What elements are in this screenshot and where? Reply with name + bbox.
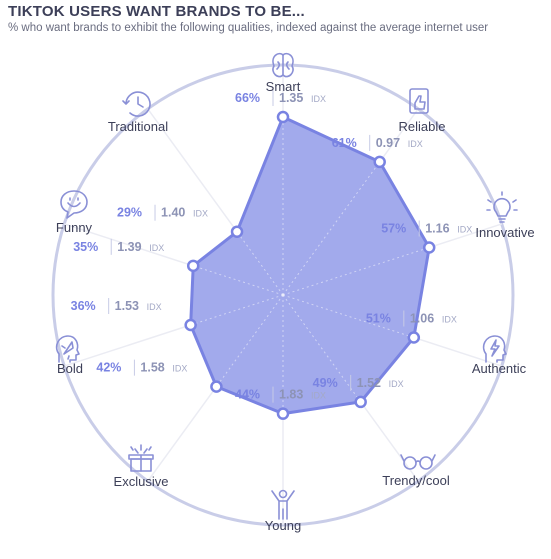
chart-subtitle: % who want brands to exhibit the followi… [8, 22, 489, 34]
value-label: 36% 1.53 IDX [71, 298, 162, 315]
category-label-innovative: Innovative [475, 225, 534, 240]
index-value: 1.53 [115, 299, 139, 313]
gift-box-icon [128, 444, 154, 472]
data-point [230, 225, 244, 238]
category-label-smart: Smart [266, 79, 301, 94]
index-value: 1.52 [357, 376, 381, 390]
index-suffix: IDX [457, 224, 472, 234]
category-label-bold: Bold [57, 361, 83, 376]
index-suffix: IDX [147, 302, 162, 312]
index-value: 1.06 [410, 312, 434, 326]
category-label-authentic: Authentic [472, 361, 527, 376]
index-value: 0.97 [376, 136, 400, 150]
value-percent: 35% [73, 240, 98, 254]
head-lightning-icon [482, 335, 507, 363]
value-percent: 57% [381, 221, 406, 235]
category-label-traditional: Traditional [108, 119, 168, 134]
category-label-exclusive: Exclusive [114, 474, 169, 489]
value-label: 35% 1.39 IDX [73, 238, 164, 255]
value-label: 57% 1.16 IDX [381, 220, 472, 237]
value-percent: 44% [235, 388, 260, 402]
value-percent: 42% [96, 361, 121, 375]
value-percent: 49% [313, 376, 338, 390]
data-point [407, 331, 421, 344]
value-label: 49% 1.52 IDX [313, 374, 404, 391]
value-label: 42% 1.58 IDX [96, 359, 187, 376]
value-percent: 51% [366, 312, 391, 326]
smiley-speech-bubble-icon [60, 190, 88, 219]
index-value: 1.16 [425, 221, 449, 235]
index-value: 1.40 [161, 206, 185, 220]
index-suffix: IDX [172, 364, 187, 374]
head-rocket-icon [55, 335, 80, 363]
series-area [189, 115, 431, 416]
index-value: 1.83 [279, 388, 303, 402]
index-value: 1.39 [117, 240, 141, 254]
category-label-young: Young [265, 518, 301, 533]
brain-icon [272, 52, 294, 78]
person-arms-raised-icon [271, 489, 295, 520]
category-label-reliable: Reliable [399, 119, 446, 134]
data-point [184, 318, 197, 332]
inner-spoke [282, 247, 430, 296]
inner-spoke [236, 231, 284, 296]
index-suffix: IDX [442, 315, 457, 325]
data-point [186, 259, 200, 273]
index-suffix: IDX [311, 94, 326, 104]
data-point [276, 110, 290, 124]
chart-title: TIKTOK USERS WANT BRANDS TO BE... [8, 3, 305, 20]
data-point [354, 395, 367, 409]
value-percent: 61% [332, 136, 357, 150]
data-point [210, 380, 223, 393]
value-percent: 29% [117, 206, 142, 220]
index-value: 1.35 [279, 91, 303, 105]
data-point [422, 241, 436, 254]
value-percent: 36% [71, 299, 96, 313]
glasses-icon [400, 454, 436, 470]
index-suffix: IDX [149, 243, 164, 253]
index-value: 1.58 [140, 361, 164, 375]
value-label: 66% 1.35 IDX [235, 90, 326, 106]
category-label-trendy-cool: Trendy/cool [382, 473, 450, 488]
value-label: 61% 0.97 IDX [332, 134, 423, 151]
index-suffix: IDX [389, 379, 404, 389]
value-percent: 66% [235, 91, 260, 105]
clock-refresh-icon [122, 91, 151, 117]
inner-spoke [282, 294, 362, 403]
document-thumbs-up-icon [409, 88, 429, 114]
value-label: 29% 1.40 IDX [117, 204, 208, 221]
index-suffix: IDX [311, 391, 326, 401]
inner-spoke [190, 294, 284, 326]
lightbulb-icon [486, 191, 518, 223]
index-suffix: IDX [193, 209, 208, 219]
inner-spoke [216, 294, 284, 387]
value-label: 44% 1.83 IDX [235, 386, 326, 403]
data-point [276, 407, 290, 420]
inner-spoke [193, 265, 284, 296]
data-point [373, 155, 386, 169]
category-label-funny: Funny [56, 220, 93, 235]
index-suffix: IDX [408, 139, 423, 149]
value-label: 51% 1.06 IDX [366, 310, 457, 327]
